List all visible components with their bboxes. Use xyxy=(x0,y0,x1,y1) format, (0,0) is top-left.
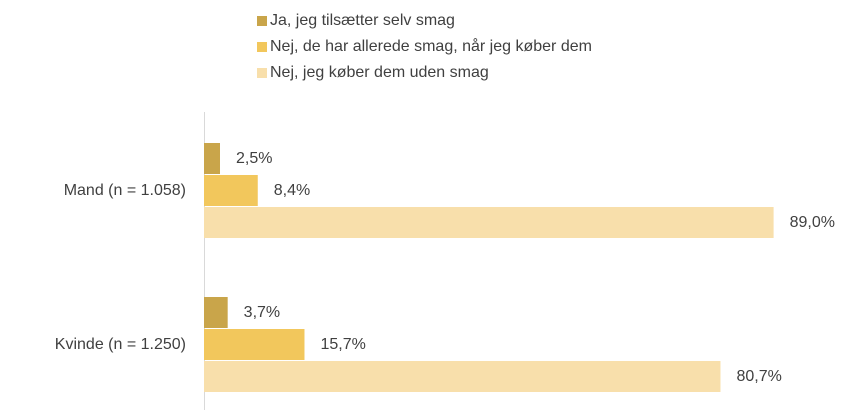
data-label: 8,4% xyxy=(274,182,310,199)
legend-label: Nej, de har allerede smag, når jeg køber… xyxy=(270,37,592,55)
bar xyxy=(204,207,774,238)
bar xyxy=(204,297,228,328)
bar xyxy=(204,329,305,360)
legend-swatch xyxy=(257,42,267,52)
data-label: 80,7% xyxy=(736,368,781,385)
bar xyxy=(204,175,258,206)
legend-label: Ja, jeg tilsætter selv smag xyxy=(270,12,455,29)
data-label: 2,5% xyxy=(236,150,272,167)
bar xyxy=(204,143,220,174)
legend-label: Nej, jeg køber dem uden smag xyxy=(270,64,489,81)
category-label: Kvinde (n = 1.250) xyxy=(55,336,186,353)
legend-swatch xyxy=(257,16,267,26)
data-label: 89,0% xyxy=(790,214,835,231)
legend-swatch xyxy=(257,68,267,78)
category-label: Mand (n = 1.058) xyxy=(64,182,186,199)
data-label: 15,7% xyxy=(320,336,365,353)
bar xyxy=(204,361,721,392)
data-label: 3,7% xyxy=(244,304,280,321)
